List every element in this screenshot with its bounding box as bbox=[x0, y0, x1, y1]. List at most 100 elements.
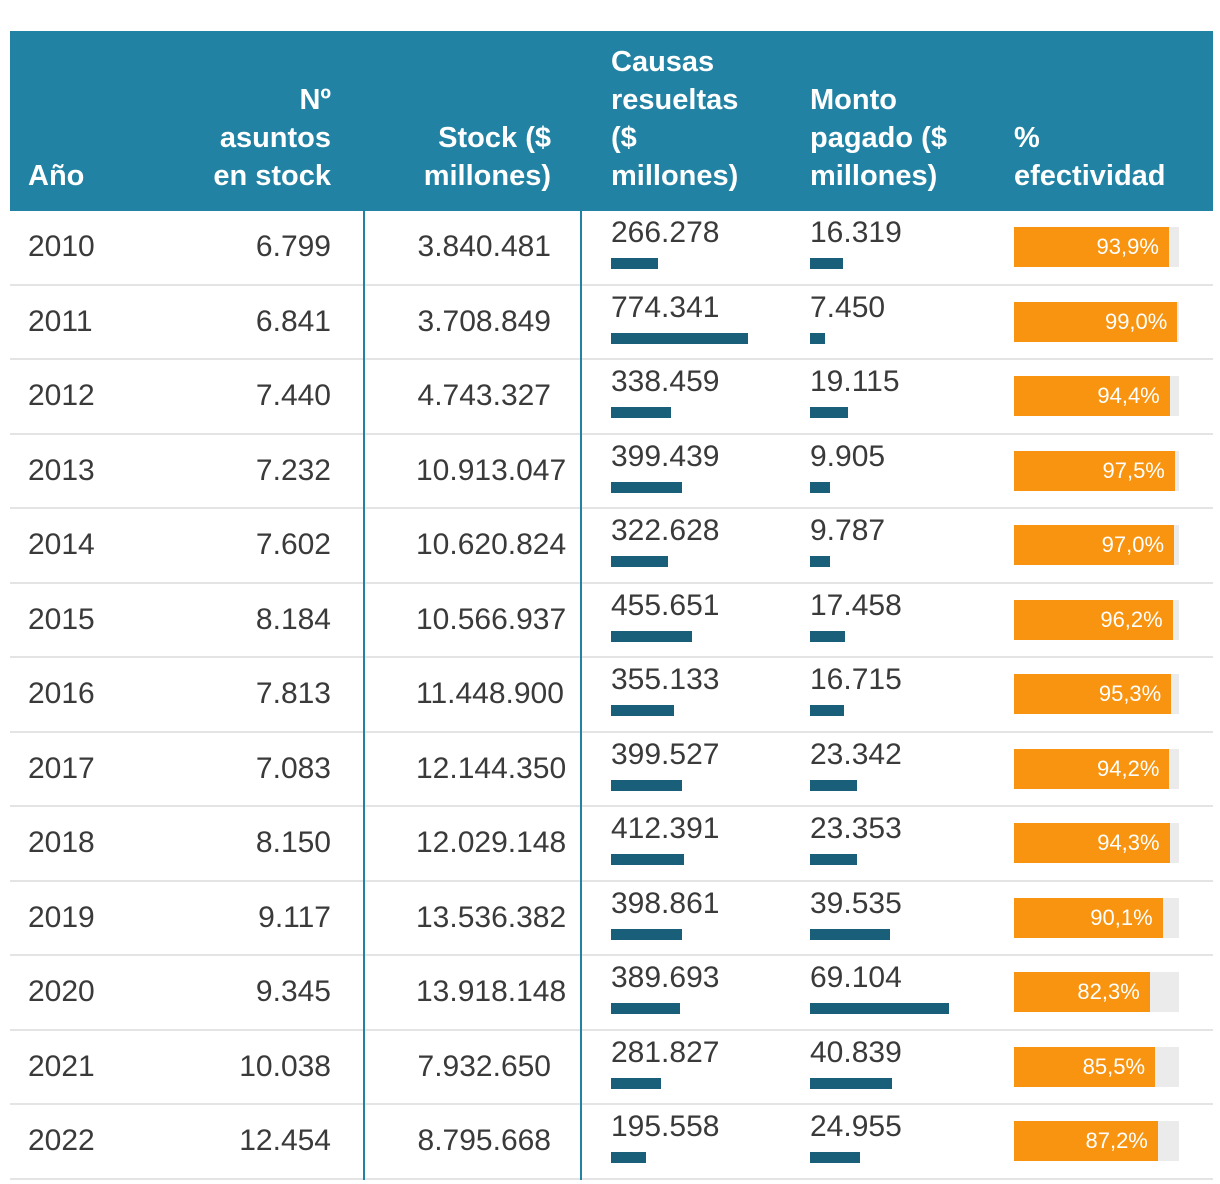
cell-monto-pagado: 23.353 bbox=[810, 811, 902, 865]
cell-year: 2012 bbox=[28, 379, 95, 413]
cell-monto-pagado: 17.458 bbox=[810, 588, 902, 642]
table-row: 2017 7.083 12.144.350 399.527 23.342 94,… bbox=[10, 733, 1213, 807]
causas-bar bbox=[611, 779, 682, 791]
causas-value: 338.459 bbox=[611, 365, 720, 398]
cell-efectividad: 97,0% bbox=[1014, 525, 1179, 566]
cell-monto-pagado: 9.905 bbox=[810, 439, 885, 493]
cell-n-asuntos: 9.345 bbox=[255, 975, 331, 1009]
cell-n-asuntos: 12.454 bbox=[239, 1124, 331, 1158]
cell-causas-resueltas: 281.827 bbox=[611, 1035, 719, 1089]
table-row: 2019 9.117 13.536.382 398.861 39.535 90,… bbox=[10, 882, 1213, 956]
cell-monto-pagado: 16.715 bbox=[810, 662, 902, 716]
cell-efectividad: 94,2% bbox=[1014, 748, 1179, 789]
column-divider-right bbox=[580, 211, 582, 1180]
cell-year: 2011 bbox=[28, 304, 93, 338]
cell-efectividad: 82,3% bbox=[1014, 972, 1179, 1013]
cell-year: 2021 bbox=[28, 1049, 95, 1083]
monto-bar bbox=[810, 705, 844, 716]
cell-efectividad: 94,4% bbox=[1014, 376, 1179, 417]
efectividad-bar: 99,0% bbox=[1014, 301, 1178, 342]
efectividad-bar-track: 87,2% bbox=[1014, 1121, 1179, 1162]
header-causas-resueltas: Causas resueltas ($ millones) bbox=[611, 46, 739, 192]
cell-year: 2018 bbox=[28, 826, 95, 860]
monto-bar bbox=[810, 332, 825, 344]
efectividad-label: 82,3% bbox=[1077, 979, 1140, 1005]
monto-value: 19.115 bbox=[810, 365, 900, 398]
efectividad-label: 90,1% bbox=[1090, 904, 1153, 930]
cell-year: 2016 bbox=[28, 677, 95, 711]
causas-bar bbox=[611, 407, 671, 418]
header-stock: Stock ($ millones) bbox=[423, 122, 551, 192]
causas-value: 322.628 bbox=[611, 514, 720, 547]
monto-value: 69.104 bbox=[810, 961, 902, 994]
cell-monto-pagado: 23.342 bbox=[810, 737, 902, 791]
cell-stock: 11.448.900 bbox=[416, 677, 564, 711]
table-row: 2016 7.813 11.448.900 355.133 16.715 95,… bbox=[10, 658, 1213, 733]
causas-bar bbox=[611, 854, 684, 865]
cell-year: 2020 bbox=[28, 975, 95, 1009]
causas-value: 399.439 bbox=[611, 439, 720, 473]
header-n-asuntos: Nº asuntos en stock bbox=[213, 84, 331, 192]
efectividad-label: 95,3% bbox=[1098, 681, 1162, 707]
efectividad-bar: 93,9% bbox=[1014, 227, 1169, 268]
monto-bar bbox=[810, 407, 848, 418]
causas-bar bbox=[611, 258, 658, 269]
cell-stock: 10.913.047 bbox=[416, 453, 567, 487]
cell-n-asuntos: 7.440 bbox=[255, 379, 331, 413]
monto-bar bbox=[810, 1077, 892, 1089]
cell-stock: 12.144.350 bbox=[416, 751, 567, 785]
causas-value: 389.693 bbox=[611, 961, 720, 994]
cell-efectividad: 94,3% bbox=[1014, 823, 1179, 864]
table-row: 2010 6.799 3.840.481 266.278 16.319 93,9… bbox=[10, 211, 1213, 286]
cell-monto-pagado: 16.319 bbox=[810, 215, 902, 269]
table-row: 2011 6.841 3.708.849 774.341 7.450 99,0% bbox=[10, 286, 1213, 360]
cell-stock: 13.536.382 bbox=[416, 900, 567, 934]
efectividad-bar-track: 94,2% bbox=[1014, 748, 1179, 789]
cell-causas-resueltas: 355.133 bbox=[611, 662, 719, 716]
cell-stock: 3.840.481 bbox=[417, 230, 551, 264]
cell-year: 2013 bbox=[28, 453, 95, 487]
cell-n-asuntos: 8.150 bbox=[255, 826, 331, 860]
table-row: 2021 10.038 7.932.650 281.827 40.839 85,… bbox=[10, 1031, 1213, 1105]
cell-n-asuntos: 6.799 bbox=[255, 230, 331, 264]
table-row: 2018 8.150 12.029.148 412.391 23.353 94,… bbox=[10, 807, 1213, 882]
monto-value: 7.450 bbox=[810, 290, 886, 324]
efectividad-label: 93,9% bbox=[1096, 234, 1159, 260]
cell-monto-pagado: 24.955 bbox=[810, 1109, 902, 1163]
table-row: 2020 9.345 13.918.148 389.693 69.104 82,… bbox=[10, 956, 1213, 1031]
cell-year: 2014 bbox=[28, 528, 95, 562]
cell-causas-resueltas: 266.278 bbox=[611, 215, 719, 269]
table-row: 2015 8.184 10.566.937 455.651 17.458 96,… bbox=[10, 584, 1213, 658]
efectividad-label: 99,0% bbox=[1104, 308, 1168, 334]
causas-value: 399.527 bbox=[611, 737, 720, 771]
cell-stock: 10.620.824 bbox=[416, 528, 567, 562]
efectividad-bar: 97,5% bbox=[1014, 450, 1175, 491]
efectividad-label: 87,2% bbox=[1085, 1128, 1148, 1154]
cell-efectividad: 87,2% bbox=[1014, 1121, 1179, 1162]
cell-efectividad: 90,1% bbox=[1014, 897, 1179, 938]
cell-year: 2017 bbox=[28, 751, 95, 785]
table-row: 2014 7.602 10.620.824 322.628 9.787 97,0… bbox=[10, 509, 1213, 584]
cell-monto-pagado: 9.787 bbox=[810, 513, 885, 567]
efectividad-bar-track: 97,5% bbox=[1014, 450, 1179, 491]
table-row: 2013 7.232 10.913.047 399.439 9.905 97,5… bbox=[10, 435, 1213, 509]
efectividad-bar: 82,3% bbox=[1014, 972, 1150, 1013]
monto-value: 23.342 bbox=[810, 737, 902, 771]
cell-n-asuntos: 10.038 bbox=[239, 1049, 331, 1083]
causas-bar bbox=[611, 1152, 646, 1163]
monto-bar bbox=[810, 258, 843, 269]
cell-causas-resueltas: 195.558 bbox=[611, 1109, 719, 1163]
efectividad-bar-track: 82,3% bbox=[1014, 972, 1179, 1013]
cell-monto-pagado: 69.104 bbox=[810, 960, 949, 1014]
cell-year: 2010 bbox=[28, 230, 95, 264]
efectividad-bar-track: 94,4% bbox=[1014, 376, 1179, 417]
efectividad-bar: 97,0% bbox=[1014, 525, 1175, 566]
efectividad-bar: 96,2% bbox=[1014, 599, 1173, 640]
cell-causas-resueltas: 389.693 bbox=[611, 960, 719, 1014]
header-year: Año bbox=[28, 160, 85, 192]
causas-bar bbox=[611, 1077, 661, 1089]
cell-year: 2019 bbox=[28, 900, 95, 934]
efectividad-bar-track: 85,5% bbox=[1014, 1046, 1179, 1087]
cell-monto-pagado: 39.535 bbox=[810, 886, 902, 940]
cell-stock: 8.795.668 bbox=[417, 1124, 551, 1158]
